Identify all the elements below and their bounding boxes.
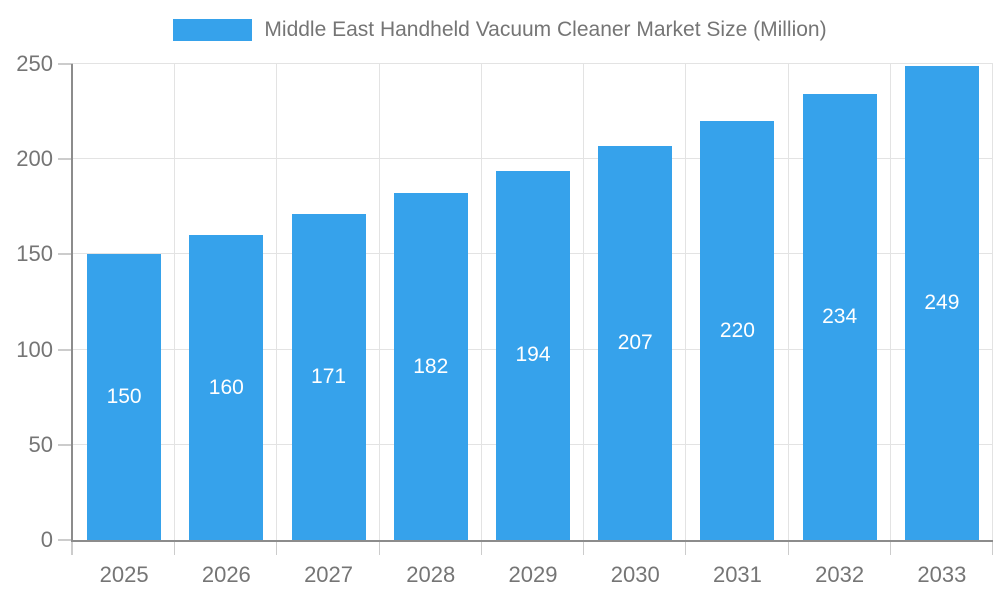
bar-value-label: 150 [106,385,142,409]
legend-swatch [173,19,253,41]
x-axis-label: 2025 [99,562,149,587]
y-axis-label: 0 [40,527,53,552]
h-gridline [73,158,993,160]
y-axis-label: 150 [16,241,53,267]
x-axis-tick [174,542,176,555]
v-gridline [685,64,687,540]
bar[interactable]: 207 [598,145,673,540]
v-gridline [992,64,993,540]
y-axis-label: 50 [28,431,53,457]
y-axis-tick [58,253,73,256]
y-axis-tick [58,443,73,446]
y-axis-origin-tick [71,540,73,555]
y-axis-line [71,64,73,540]
bar-value-label: 249 [924,290,960,314]
x-axis-label: 2032 [815,562,865,587]
bar-value-label: 160 [208,375,244,399]
v-gridline [480,64,482,540]
x-axis-tick [480,542,482,555]
bar-value-label: 234 [822,305,858,329]
bar[interactable]: 194 [496,170,570,540]
x-axis-tick [889,542,891,555]
v-gridline [174,64,176,540]
v-gridline [787,64,789,540]
v-gridline [378,64,380,540]
bar[interactable]: 171 [291,214,366,540]
x-axis-label: 2030 [610,562,660,587]
y-axis-tick [58,63,73,65]
bar[interactable]: 160 [189,235,264,540]
x-axis-tick [685,542,687,555]
x-axis-label: 2028 [406,562,456,587]
bar-value-label: 220 [719,318,755,342]
y-axis-label: 250 [16,51,53,76]
legend-label: Middle East Handheld Vacuum Cleaner Mark… [264,18,827,41]
x-axis-tick [583,542,585,555]
y-axis-label: 100 [16,336,53,362]
legend[interactable]: Middle East Handheld Vacuum Cleaner Mark… [0,17,1000,43]
h-gridline [73,63,993,64]
v-gridline [276,64,278,540]
y-axis-tick [58,348,73,351]
y-axis-tick [58,539,73,541]
x-axis-line [71,540,993,542]
v-gridline [889,64,891,540]
x-axis-label: 2033 [917,562,967,587]
v-gridline [583,64,585,540]
bar[interactable]: 150 [87,254,162,540]
bar[interactable]: 220 [700,121,775,540]
x-axis-tick [992,542,993,555]
x-axis-label: 2027 [304,562,354,587]
y-axis-label: 200 [16,146,53,172]
x-axis-label: 2029 [508,562,558,587]
bar-value-label: 194 [515,343,551,367]
bar[interactable]: 234 [802,94,877,540]
x-axis-tick [378,542,380,555]
x-axis-label: 2031 [712,562,762,587]
bar-value-label: 207 [617,330,653,354]
x-axis-tick [787,542,789,555]
x-axis-label: 2026 [201,562,251,587]
x-axis-tick [276,542,278,555]
bar[interactable]: 249 [904,65,979,540]
bar-value-label: 171 [311,365,347,389]
y-axis-tick [58,158,73,161]
bar[interactable]: 182 [393,193,468,540]
bar-value-label: 182 [413,354,449,378]
